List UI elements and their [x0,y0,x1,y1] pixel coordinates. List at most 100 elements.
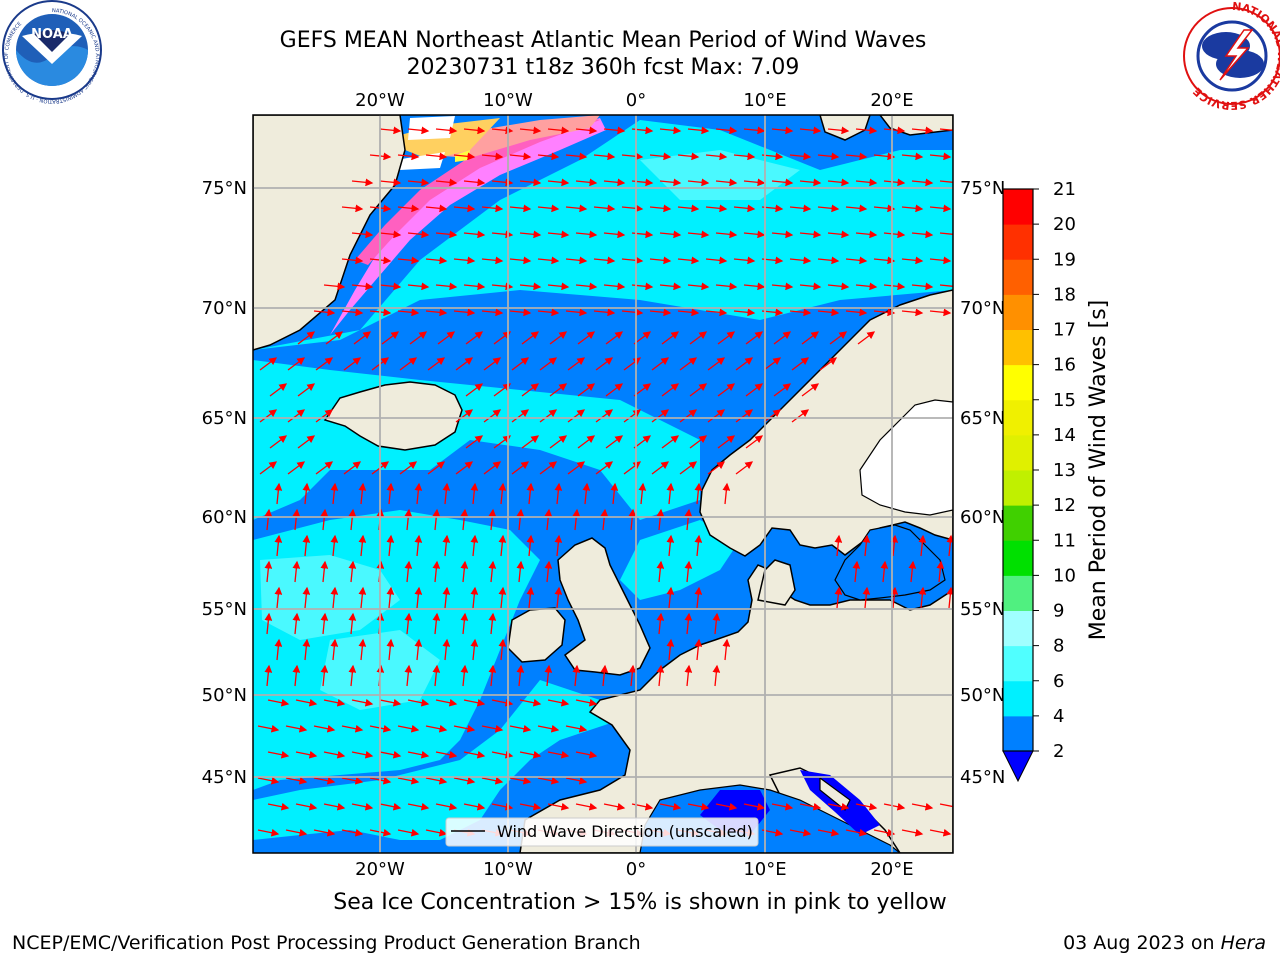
wave-arrow [827,802,850,811]
nws-logo: NATIONAL WEATHER SERVICE [1183,0,1280,112]
wave-arrow [269,383,288,397]
wave-arrow [939,232,953,235]
colorbar-tick-label: 8 [1053,636,1064,657]
wave-arrow [407,750,430,759]
wave-arrow [717,435,736,449]
wave-arrow [285,724,308,733]
wave-arrow [511,357,530,371]
wave-arrow [595,461,614,475]
colorbar-tick-label: 2 [1053,741,1064,762]
colorbar-segment [1003,680,1033,717]
wave-arrow [862,586,871,609]
wave-arrow [397,776,420,785]
wave-arrow [677,308,700,317]
wave-arrow [526,534,535,557]
map-subtitle: 20230731 t18z 360h fcst Max: 7.09 [406,55,800,80]
wave-arrow [320,664,329,687]
wave-arrow [358,534,367,557]
wave-arrow [481,724,504,733]
wave-arrow [722,482,731,505]
wave-arrow [442,534,451,557]
wave-arrow [264,560,273,583]
wave-arrow [911,282,934,291]
wave-arrow [539,461,558,475]
wave-arrow [399,357,418,371]
wave-arrow [330,534,339,557]
wave-arrow [453,724,476,733]
wave-arrow [302,482,311,505]
wave-arrow [404,508,413,531]
colorbar-tick-label: 9 [1053,601,1064,622]
wave-arrow [661,435,680,449]
wave-arrow [659,802,682,811]
wave-arrow [623,357,642,371]
wave-arrow [267,698,290,707]
wave-arrow [330,638,339,661]
wave-arrow [855,126,878,135]
wave-arrow [509,152,532,161]
wave-arrow [883,126,906,135]
wave-arrow [315,461,334,475]
wave-arrow [600,664,609,687]
wave-arrow [435,698,458,707]
wave-arrow [381,331,400,345]
land [253,115,953,853]
tick-label: 70°N [960,298,1005,319]
colorbar-tick-label: 14 [1053,425,1076,446]
wave-arrow [735,409,754,423]
lon-labels-bottom: 20°W 10°W 0° 10°E 20°E [355,859,913,880]
wave-arrow [733,308,756,317]
wave-arrow [549,331,568,345]
wave-arrow [743,230,766,239]
wave-arrow [918,534,927,557]
wave-arrow [341,308,364,317]
wave-arrow [600,508,609,531]
colorbar-segment [1003,364,1033,401]
wave-arrow [323,802,346,811]
wave-arrow [519,230,542,239]
wave-arrow [705,256,728,265]
wave-arrow [883,802,906,811]
tick-label: 20°W [355,859,405,880]
wave-arrow [330,482,339,505]
wave-arrow [661,331,680,345]
wave-arrow [817,204,840,213]
wave-arrow [684,560,693,583]
wave-arrow [575,230,598,239]
wave-arrow [463,126,486,135]
wave-arrow [407,126,430,135]
wave-arrow [565,724,588,733]
wave-arrow [386,534,395,557]
wave-arrow [712,664,721,687]
wave-arrow [302,638,311,661]
wave-arrow [442,638,451,661]
wave-arrow [880,560,889,583]
wave-arrow [481,256,504,265]
wave-arrow [705,204,728,213]
graticule [253,115,953,853]
wave-arrow [323,282,346,291]
wave-arrow [649,152,672,161]
wave-arrow [901,256,924,265]
wave-arrow [939,180,953,183]
colorbar-label: Mean Period of Wind Waves [s] [1086,300,1111,640]
wave-arrow [689,435,708,449]
wave-arrow [483,461,502,475]
wave-arrow [661,383,680,397]
wave-arrow [511,409,530,423]
wave-arrow [432,508,441,531]
wave-arrow [733,204,756,213]
wave-arrow [397,152,420,161]
wave-arrow [593,152,616,161]
wave-arrow [684,664,693,687]
colorbar-segment [1003,434,1033,471]
wave-arrow [638,482,647,505]
lat-labels-left: 75°N 70°N 65°N 60°N 55°N 50°N 45°N [202,178,247,788]
wave-arrow [829,331,848,345]
wave-arrow [901,204,924,213]
wave-arrow [939,802,953,811]
wave-arrow [572,508,581,531]
wave-arrow [313,776,336,785]
wave-arrow [259,357,278,371]
tick-label: 10°W [483,859,533,880]
